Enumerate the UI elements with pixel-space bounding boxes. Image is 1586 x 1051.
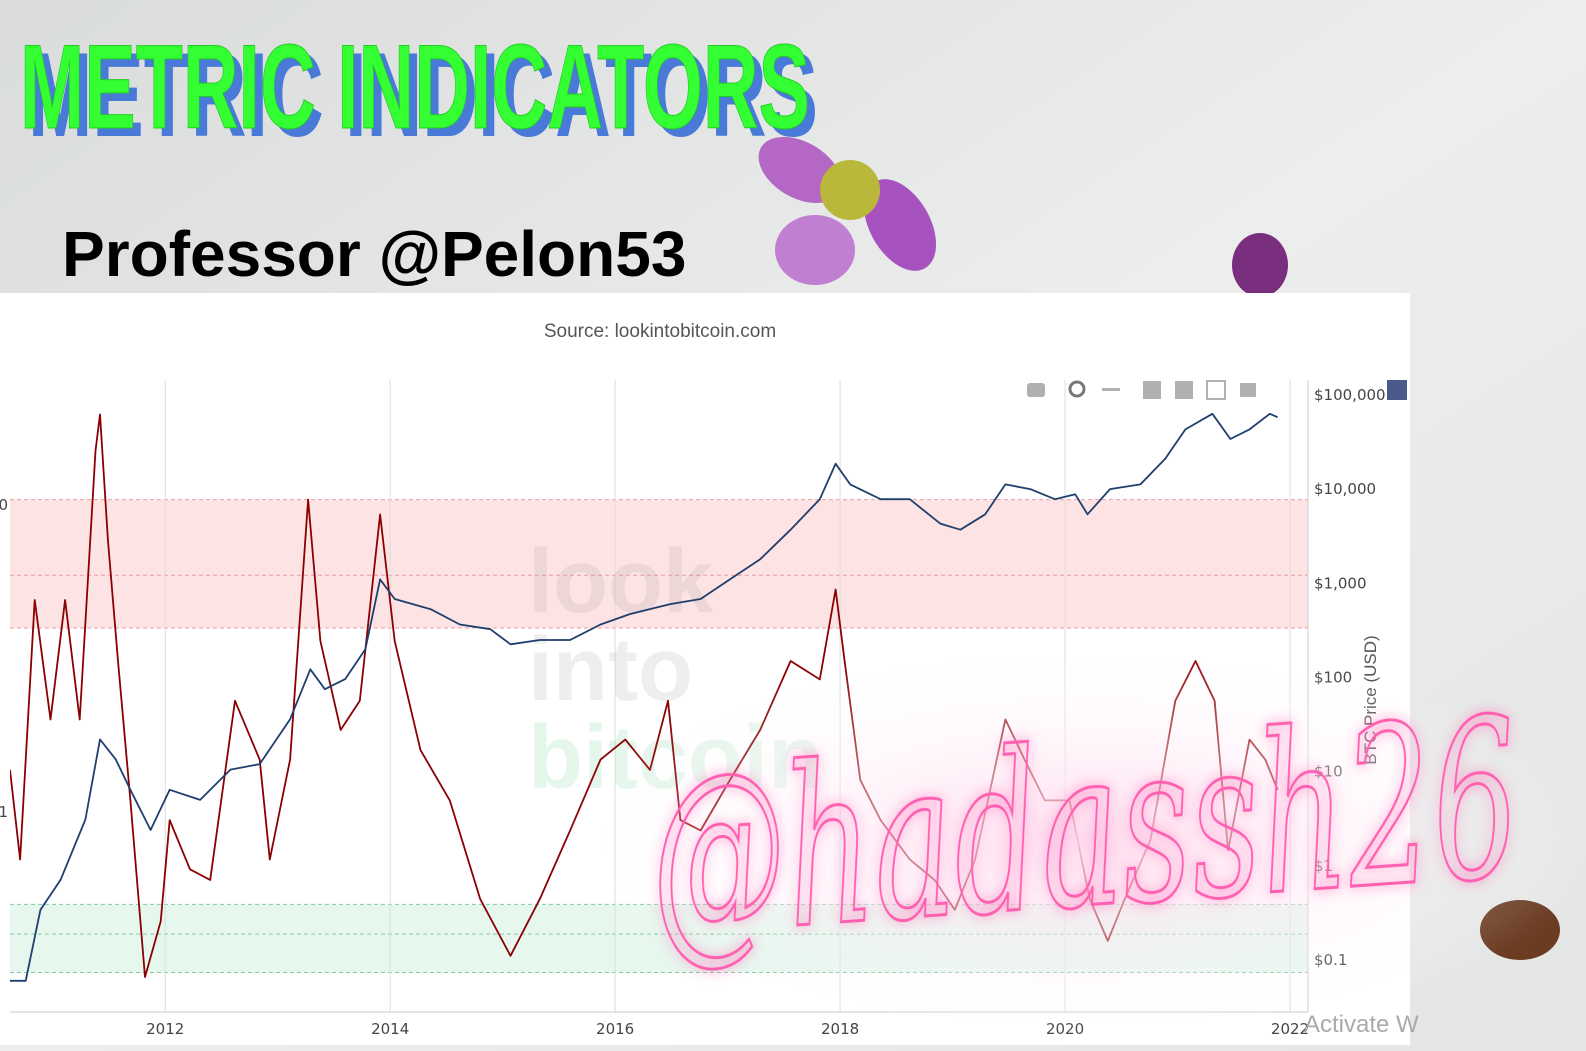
autoscale-icon[interactable] bbox=[1206, 380, 1226, 400]
y2-tick-label: $1,000 bbox=[1314, 574, 1367, 592]
y2-tick-label: $10,000 bbox=[1314, 480, 1376, 498]
toolbar[interactable] bbox=[1027, 380, 1407, 400]
watermark: @hadassh26 bbox=[641, 671, 1527, 987]
x-tick-label: 2012 bbox=[146, 1020, 184, 1038]
watermark-glow bbox=[560, 640, 1586, 1040]
camera-icon[interactable] bbox=[1027, 383, 1045, 397]
plotly-icon[interactable] bbox=[1387, 380, 1407, 400]
x-tick-label: 2014 bbox=[371, 1020, 409, 1038]
y-tick-label: 1 bbox=[0, 803, 8, 821]
logo-text: into bbox=[528, 620, 693, 720]
page-title: METRIC INDICATORS bbox=[20, 20, 810, 154]
x-tick-label: 2018 bbox=[821, 1020, 859, 1038]
zoom-in-icon[interactable] bbox=[1143, 381, 1161, 399]
page-title-shadow: METRIC INDICATORS bbox=[28, 28, 818, 162]
zoom-icon[interactable] bbox=[1068, 380, 1086, 398]
logo-text: look bbox=[528, 532, 714, 632]
overlay-text: Activate W bbox=[1304, 1011, 1419, 1038]
reset-icon[interactable] bbox=[1240, 383, 1256, 397]
chart-subtitle: Source: lookintobitcoin.com bbox=[544, 321, 776, 342]
page-subtitle: Professor @Pelon53 bbox=[62, 218, 686, 290]
zoom-out-icon[interactable] bbox=[1175, 381, 1193, 399]
x-tick-label: 2016 bbox=[596, 1020, 634, 1038]
y2-tick-label: $100,000 bbox=[1314, 386, 1386, 404]
y-tick-label: 10 bbox=[0, 496, 8, 514]
pan-icon[interactable] bbox=[1102, 388, 1120, 391]
series-line bbox=[10, 412, 1278, 982]
